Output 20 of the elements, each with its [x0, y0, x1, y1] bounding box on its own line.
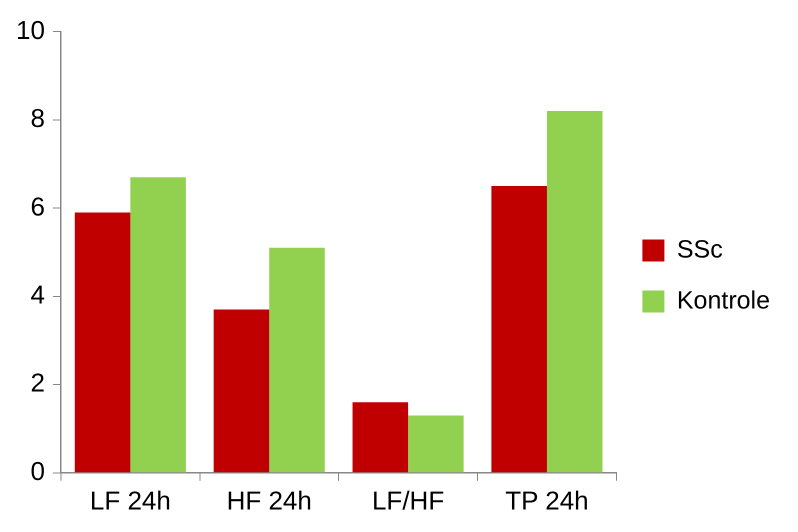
bar — [214, 310, 270, 472]
bar — [130, 177, 186, 472]
x-tick-label: HF 24h — [226, 486, 312, 516]
bar — [74, 212, 130, 472]
bar — [352, 402, 408, 472]
y-tick-label: 2 — [30, 368, 45, 398]
bar — [269, 248, 325, 472]
y-tick-label: 0 — [30, 456, 45, 486]
x-tick-label: LF/HF — [372, 486, 444, 516]
bar — [491, 186, 547, 472]
y-tick-label: 6 — [30, 191, 45, 222]
legend-label: Kontrole — [676, 286, 770, 314]
y-tick-label: 8 — [30, 103, 45, 134]
legend-label: SSc — [676, 235, 723, 264]
x-tick-label: LF 24h — [90, 486, 171, 516]
bar — [408, 415, 464, 472]
y-tick-label: 4 — [30, 279, 45, 310]
bar — [546, 111, 602, 472]
y-tick-label: 10 — [16, 14, 45, 45]
x-tick-label: TP 24h — [505, 486, 589, 516]
